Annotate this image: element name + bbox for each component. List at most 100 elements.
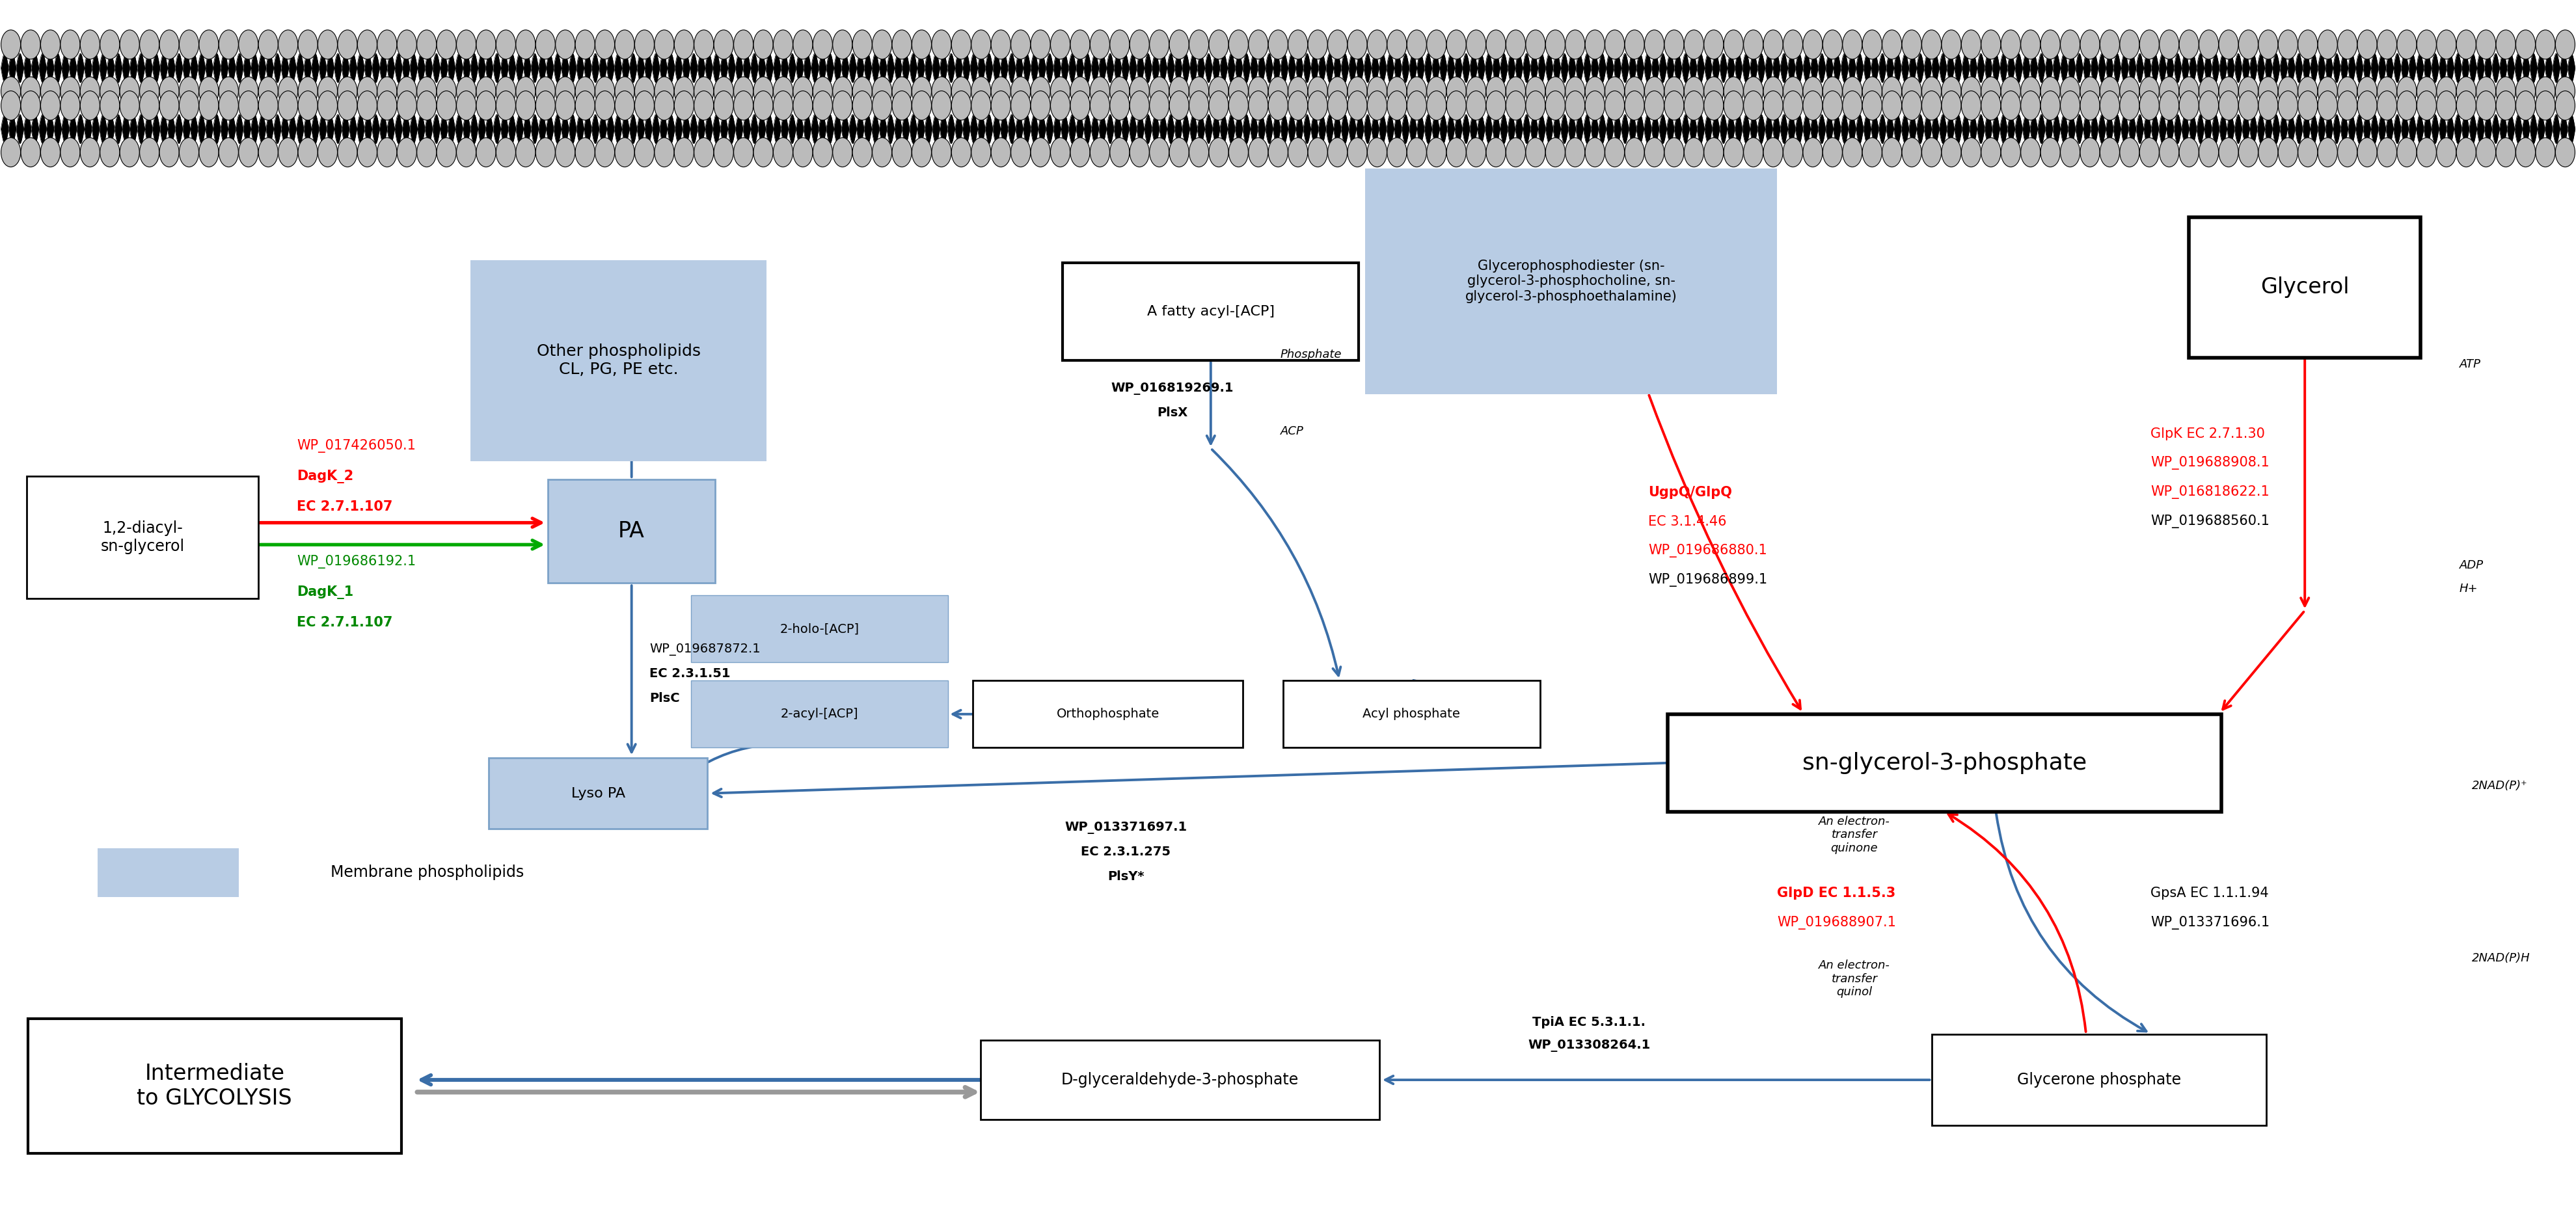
Ellipse shape xyxy=(2020,138,2040,167)
Ellipse shape xyxy=(1922,77,1942,106)
Ellipse shape xyxy=(1347,77,1368,106)
Ellipse shape xyxy=(59,77,80,106)
Ellipse shape xyxy=(1960,90,1981,120)
Ellipse shape xyxy=(1347,31,1368,59)
Ellipse shape xyxy=(1824,90,1842,120)
Ellipse shape xyxy=(2277,31,2298,59)
Ellipse shape xyxy=(814,90,832,120)
Ellipse shape xyxy=(397,90,417,120)
Text: 2NAD(P)⁺: 2NAD(P)⁺ xyxy=(2473,780,2527,792)
Ellipse shape xyxy=(1685,138,1703,167)
FancyArrowPatch shape xyxy=(629,586,636,752)
Ellipse shape xyxy=(1507,31,1525,59)
Ellipse shape xyxy=(2555,138,2576,167)
Text: Acyl phosphate: Acyl phosphate xyxy=(1363,708,1461,720)
Ellipse shape xyxy=(2159,77,2179,106)
Ellipse shape xyxy=(397,31,417,59)
Ellipse shape xyxy=(1327,77,1347,106)
Ellipse shape xyxy=(1922,31,1942,59)
Ellipse shape xyxy=(1744,90,1762,120)
Ellipse shape xyxy=(1584,138,1605,167)
Ellipse shape xyxy=(317,31,337,59)
Ellipse shape xyxy=(1131,31,1149,59)
Text: PlsY*: PlsY* xyxy=(1108,871,1144,883)
Text: TpiA EC 5.3.1.1.: TpiA EC 5.3.1.1. xyxy=(1533,1016,1646,1029)
Ellipse shape xyxy=(1110,138,1128,167)
Text: EC 2.3.1.51: EC 2.3.1.51 xyxy=(649,668,732,680)
Text: GpsA EC 1.1.1.94: GpsA EC 1.1.1.94 xyxy=(2151,886,2269,900)
Ellipse shape xyxy=(1406,31,1427,59)
Ellipse shape xyxy=(2517,90,2535,120)
Ellipse shape xyxy=(2277,138,2298,167)
Ellipse shape xyxy=(2099,77,2120,106)
Ellipse shape xyxy=(1842,77,1862,106)
Ellipse shape xyxy=(2002,90,2020,120)
Ellipse shape xyxy=(1922,90,1942,120)
Text: PA: PA xyxy=(618,520,644,542)
Ellipse shape xyxy=(1069,138,1090,167)
Ellipse shape xyxy=(654,31,675,59)
Ellipse shape xyxy=(1960,77,1981,106)
Ellipse shape xyxy=(2357,31,2378,59)
Ellipse shape xyxy=(1960,31,1981,59)
Ellipse shape xyxy=(2476,77,2496,106)
Ellipse shape xyxy=(1069,31,1090,59)
Ellipse shape xyxy=(139,90,160,120)
Ellipse shape xyxy=(1069,90,1090,120)
Ellipse shape xyxy=(654,90,675,120)
Ellipse shape xyxy=(2179,138,2200,167)
Ellipse shape xyxy=(2239,90,2259,120)
Ellipse shape xyxy=(2318,77,2336,106)
Ellipse shape xyxy=(1110,31,1128,59)
Ellipse shape xyxy=(2437,31,2455,59)
FancyArrowPatch shape xyxy=(1213,449,1340,675)
Text: DagK_1: DagK_1 xyxy=(296,585,353,600)
Ellipse shape xyxy=(734,138,752,167)
Ellipse shape xyxy=(2002,138,2020,167)
Ellipse shape xyxy=(595,90,616,120)
Ellipse shape xyxy=(2159,31,2179,59)
Ellipse shape xyxy=(1448,31,1466,59)
Ellipse shape xyxy=(971,138,992,167)
Ellipse shape xyxy=(1525,77,1546,106)
Ellipse shape xyxy=(1030,138,1051,167)
Ellipse shape xyxy=(2020,77,2040,106)
Ellipse shape xyxy=(2120,31,2138,59)
Ellipse shape xyxy=(1267,77,1288,106)
Ellipse shape xyxy=(2141,90,2159,120)
Ellipse shape xyxy=(2179,77,2200,106)
Ellipse shape xyxy=(2020,31,2040,59)
Ellipse shape xyxy=(574,31,595,59)
Text: WP_019688908.1: WP_019688908.1 xyxy=(2151,457,2269,470)
FancyBboxPatch shape xyxy=(981,1040,1378,1120)
Ellipse shape xyxy=(1942,138,1960,167)
Ellipse shape xyxy=(1327,138,1347,167)
FancyBboxPatch shape xyxy=(2190,217,2421,358)
Ellipse shape xyxy=(1386,90,1406,120)
Ellipse shape xyxy=(515,77,536,106)
Ellipse shape xyxy=(397,138,417,167)
Ellipse shape xyxy=(41,138,59,167)
Ellipse shape xyxy=(278,77,299,106)
Ellipse shape xyxy=(2458,77,2476,106)
Ellipse shape xyxy=(1131,77,1149,106)
Ellipse shape xyxy=(1643,31,1664,59)
Ellipse shape xyxy=(258,31,278,59)
Ellipse shape xyxy=(477,31,495,59)
Ellipse shape xyxy=(595,77,616,106)
Ellipse shape xyxy=(417,90,435,120)
Ellipse shape xyxy=(258,90,278,120)
Ellipse shape xyxy=(1190,77,1208,106)
Ellipse shape xyxy=(1901,90,1922,120)
Ellipse shape xyxy=(240,138,258,167)
Ellipse shape xyxy=(1744,31,1762,59)
Ellipse shape xyxy=(2318,90,2336,120)
Text: WP_019688907.1: WP_019688907.1 xyxy=(1777,916,1896,929)
FancyBboxPatch shape xyxy=(549,480,716,584)
Ellipse shape xyxy=(258,77,278,106)
Ellipse shape xyxy=(376,90,397,120)
Ellipse shape xyxy=(1090,31,1110,59)
Ellipse shape xyxy=(278,31,299,59)
Ellipse shape xyxy=(2476,138,2496,167)
Ellipse shape xyxy=(1566,77,1584,106)
